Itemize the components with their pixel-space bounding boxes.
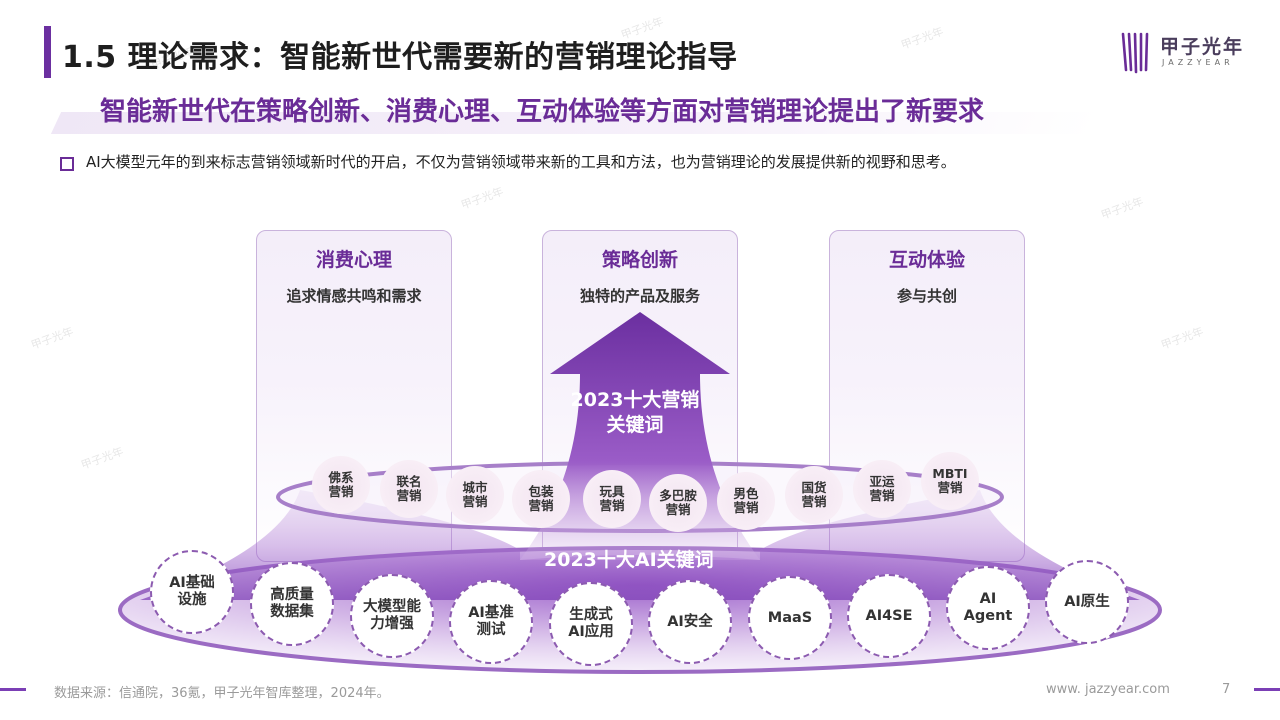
marketing-keyword-bubble: 联名 营销 xyxy=(380,460,438,518)
ai-keyword-bubble: AI基础 设施 xyxy=(150,550,234,634)
ai-keyword-bubble: 生成式 AI应用 xyxy=(549,582,633,666)
marketing-keyword-bubble: 城市 营销 xyxy=(446,466,504,524)
marketing-keyword-bubble: MBTI 营销 xyxy=(921,452,979,510)
panel-subtitle: 独特的产品及服务 xyxy=(579,287,700,305)
watermark: 甲子光年 xyxy=(1099,194,1146,223)
ai-keyword-bubble: 高质量 数据集 xyxy=(250,562,334,646)
ai-keyword-bubble: AI原生 xyxy=(1045,560,1129,644)
marketing-keyword-bubble: 玩具 营销 xyxy=(583,470,641,528)
marketing-keyword-bubble: 亚运 营销 xyxy=(853,460,911,518)
ai-keyword-bubble: AI基准 测试 xyxy=(449,580,533,664)
footer-url: www. jazzyear.com xyxy=(1046,682,1170,697)
panel-title: 消费心理 xyxy=(315,249,392,271)
ai-keyword-bubble: MaaS xyxy=(748,576,832,660)
marketing-keywords-label: 2023十大营销关键词 xyxy=(570,389,700,436)
marketing-keyword-bubble: 国货 营销 xyxy=(785,466,843,524)
logo-text: 甲子光年 xyxy=(1160,36,1245,58)
ai-keyword-bubble: AI Agent xyxy=(946,566,1030,650)
logo-icon xyxy=(1121,32,1149,74)
page-title: 1.5 理论需求：智能新世代需要新的营销理论指导 xyxy=(62,40,738,75)
watermark: 甲子光年 xyxy=(899,24,946,53)
panel-subtitle: 追求情感共鸣和需求 xyxy=(286,287,422,305)
ai-keyword-bubble: AI4SE xyxy=(847,574,931,658)
bullet-square-icon xyxy=(60,157,74,171)
footer-accent-right xyxy=(1254,688,1280,691)
bullet-text: AI大模型元年的到来标志营销领域新时代的开启，不仅为营销领域带来新的工具和方法，… xyxy=(86,153,956,171)
ai-keyword-bubble: 大模型能 力增强 xyxy=(350,574,434,658)
panel-subtitle: 参与共创 xyxy=(896,287,957,305)
ai-keywords-label: 2023十大AI关键词 xyxy=(544,549,714,571)
footer-accent-left xyxy=(0,688,26,691)
panel-title: 策略创新 xyxy=(601,249,678,271)
panel-title: 互动体验 xyxy=(888,249,965,271)
page-number: 7 xyxy=(1222,682,1231,697)
title-accent-bar xyxy=(44,26,51,78)
marketing-keyword-bubble: 包装 营销 xyxy=(512,470,570,528)
marketing-keyword-bubble: 佛系 营销 xyxy=(312,456,370,514)
marketing-keyword-bubble: 多巴胺 营销 xyxy=(649,474,707,532)
footer-source: 数据来源：信通院，36氪，甲子光年智库整理，2024年。 xyxy=(54,686,390,701)
logo-subtext: JAZZYEAR xyxy=(1162,58,1234,67)
ai-keyword-bubble: AI安全 xyxy=(648,580,732,664)
page-subtitle: 智能新世代在策略创新、消费心理、互动体验等方面对营销理论提出了新要求 xyxy=(100,97,985,127)
marketing-keyword-bubble: 男色 营销 xyxy=(717,472,775,530)
watermark: 甲子光年 xyxy=(459,184,506,213)
